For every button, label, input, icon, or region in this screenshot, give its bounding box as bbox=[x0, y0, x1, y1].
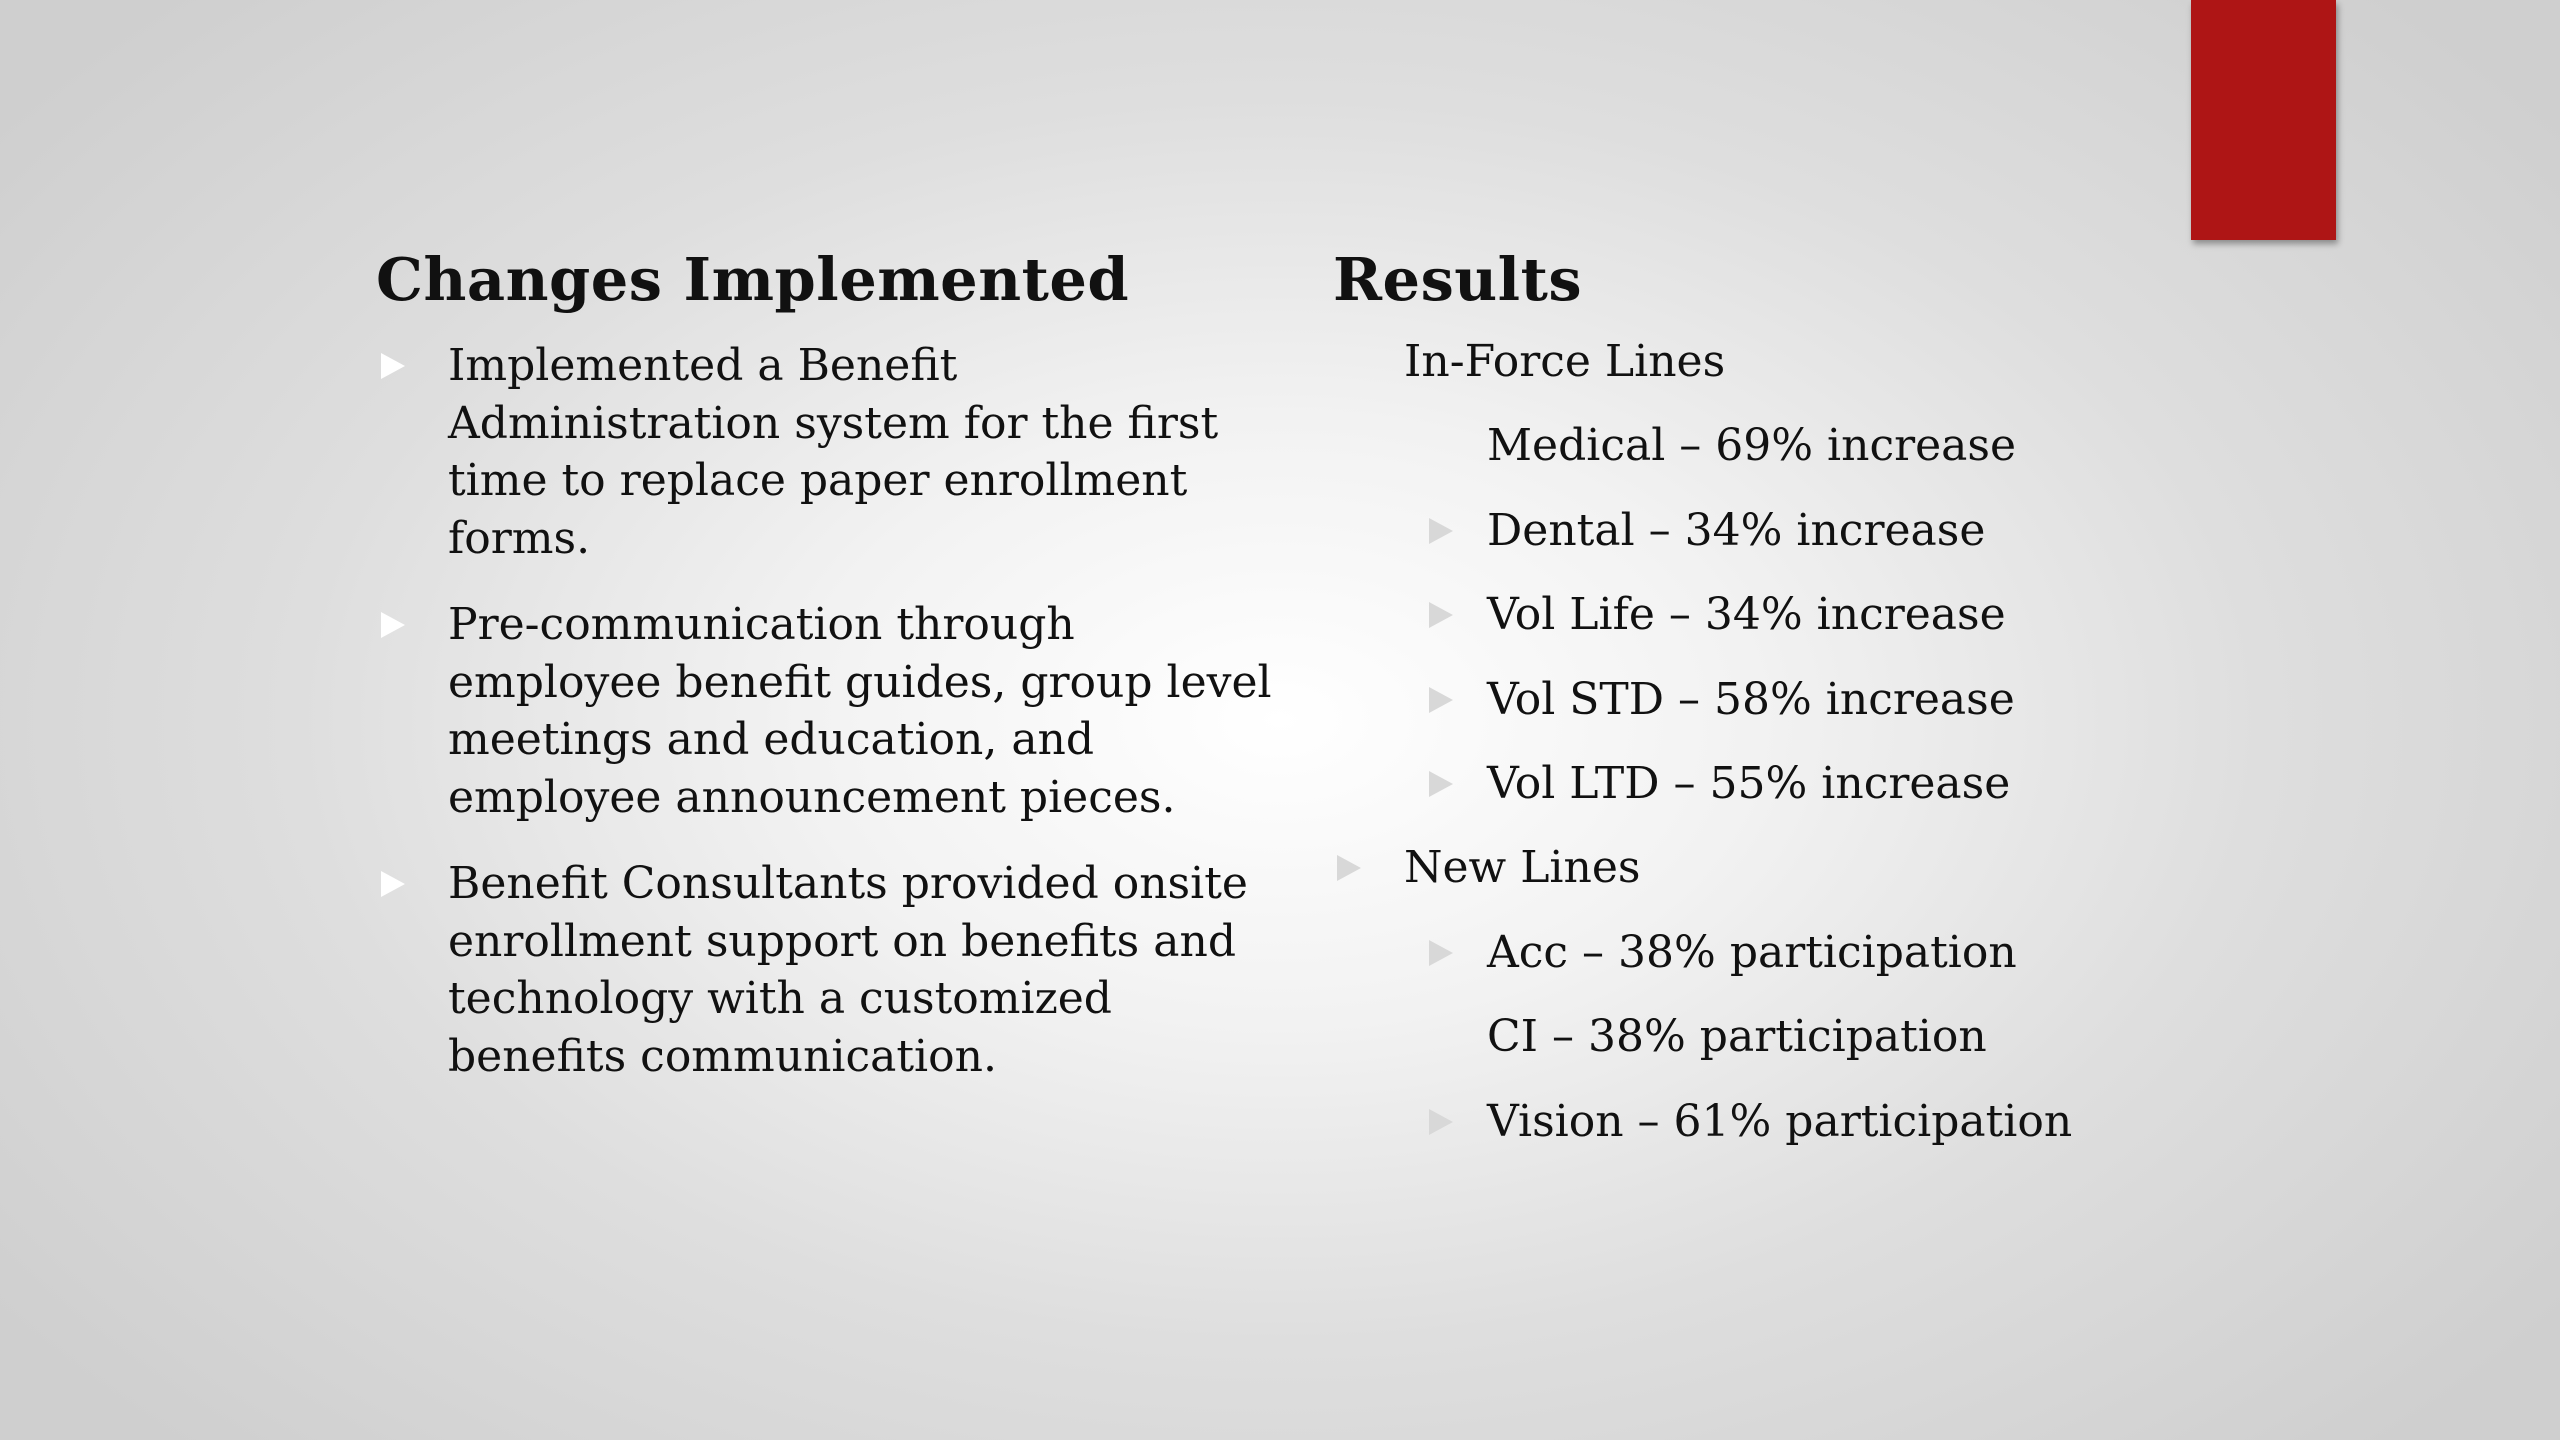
bullet-arrow-icon bbox=[381, 612, 405, 638]
changes-bullet-text: Benefit Consultants provided onsite enro… bbox=[448, 858, 1248, 1082]
results-item: Acc – 38% participation bbox=[1333, 924, 2433, 982]
results-heading: Results bbox=[1333, 245, 1583, 314]
bullet-arrow-icon bbox=[1429, 1108, 1453, 1135]
results-item: Vol Life – 34% increase bbox=[1333, 586, 2433, 644]
bullet-arrow-icon bbox=[381, 353, 405, 379]
results-item: Dental – 34% increase bbox=[1333, 502, 2433, 560]
results-item: CI – 38% participation bbox=[1333, 1008, 2433, 1066]
results-item: Vol STD – 58% increase bbox=[1333, 671, 2433, 729]
results-item: Vol LTD – 55% increase bbox=[1333, 755, 2433, 813]
results-item: Vision – 61% participation bbox=[1333, 1093, 2433, 1151]
results-item-text: Acc – 38% participation bbox=[1487, 926, 2017, 978]
results-item-text: CI – 38% participation bbox=[1487, 1011, 1987, 1063]
results-item-text: Vision – 61% participation bbox=[1487, 1095, 2073, 1147]
results-item-text: Vol STD – 58% increase bbox=[1487, 673, 2015, 725]
bullet-arrow-icon bbox=[381, 871, 405, 897]
changes-bullet: Benefit Consultants provided onsite enro… bbox=[376, 855, 1276, 1085]
results-item-text: Dental – 34% increase bbox=[1487, 504, 1986, 556]
changes-bullet: Pre-communication through employee benef… bbox=[376, 596, 1276, 826]
results-section-label: In-Force Lines bbox=[1333, 333, 2433, 391]
bullet-arrow-icon bbox=[1429, 939, 1453, 966]
results-item-text: Medical – 69% increase bbox=[1487, 420, 2017, 472]
bullet-arrow-icon bbox=[1429, 602, 1453, 629]
results-section-text: In-Force Lines bbox=[1404, 336, 1726, 387]
results-section-text: New Lines bbox=[1404, 842, 1641, 894]
changes-bullet-list: Implemented a Benefit Administration sys… bbox=[376, 337, 1276, 1114]
bullet-arrow-icon bbox=[1429, 686, 1453, 713]
bullet-arrow-icon bbox=[1337, 855, 1361, 882]
changes-bullet-text: Pre-communication through employee benef… bbox=[448, 599, 1272, 823]
bullet-arrow-icon bbox=[1429, 517, 1453, 544]
changes-bullet-text: Implemented a Benefit Administration sys… bbox=[448, 340, 1219, 564]
bullet-arrow-icon bbox=[1429, 770, 1453, 797]
changes-heading: Changes Implemented bbox=[376, 245, 1130, 314]
results-item-text: Vol Life – 34% increase bbox=[1487, 589, 2006, 641]
changes-bullet: Implemented a Benefit Administration sys… bbox=[376, 337, 1276, 567]
results-section-label: New Lines bbox=[1333, 839, 2433, 897]
results-list: In-Force Lines Medical – 69% increase De… bbox=[1333, 333, 2433, 1177]
results-item-text: Vol LTD – 55% increase bbox=[1487, 757, 2011, 809]
results-item: Medical – 69% increase bbox=[1333, 417, 2433, 475]
red-accent-bar bbox=[2191, 0, 2336, 240]
